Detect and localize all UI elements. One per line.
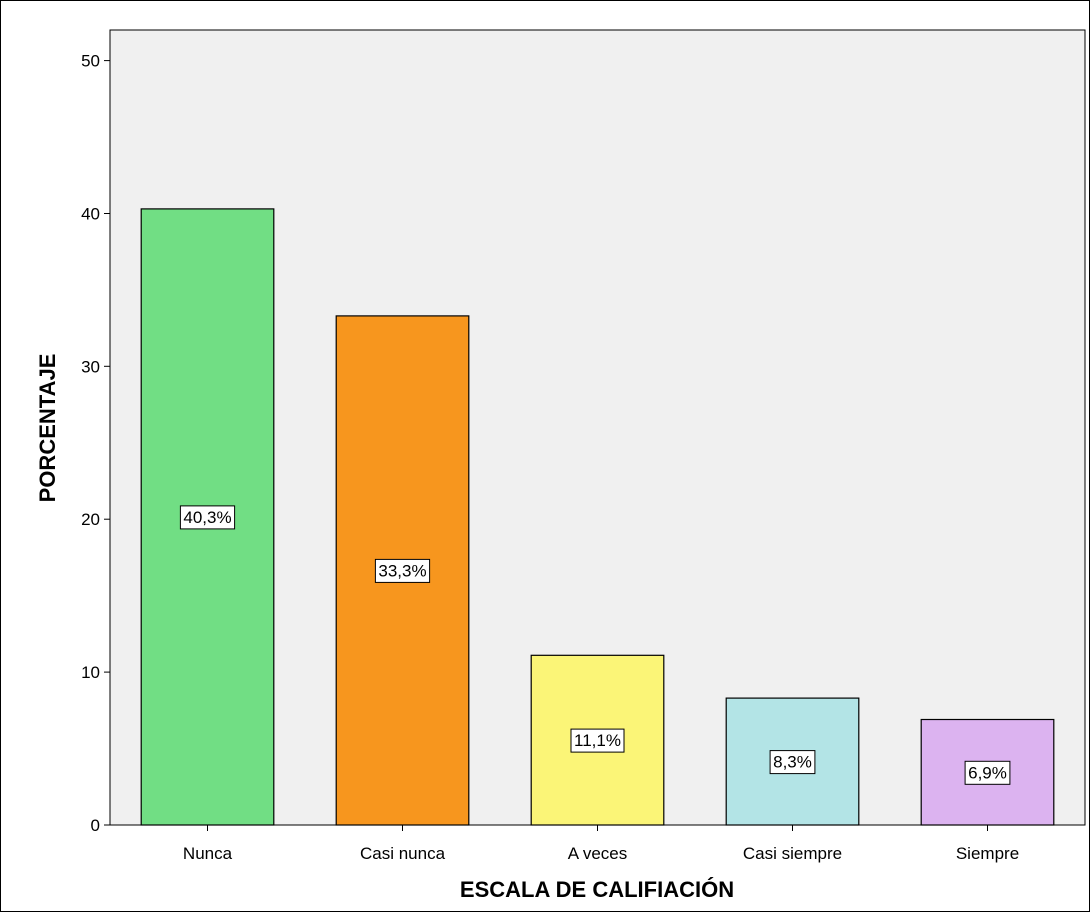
y-tick-label: 40 bbox=[81, 205, 100, 224]
x-axis-title: ESCALA DE CALIFIACIÓN bbox=[460, 877, 734, 902]
data-label-box bbox=[374, 558, 431, 583]
data-label-group: 33,3% bbox=[374, 558, 431, 583]
data-label-box bbox=[570, 728, 625, 753]
data-label: 11,1% bbox=[574, 731, 621, 750]
bars-group: 40,3% 33,3% 11,1% 8,3% 6,9% bbox=[140, 208, 1055, 826]
x-tick-label: Siempre bbox=[956, 844, 1019, 863]
y-axis-title: PORCENTAJE bbox=[35, 354, 60, 503]
data-label-group: 8,3% bbox=[769, 750, 816, 775]
data-label: 8,3% bbox=[773, 753, 812, 772]
data-label-group: 40,3% bbox=[179, 505, 236, 530]
data-label: 40,3% bbox=[183, 508, 231, 527]
data-label: 33,3% bbox=[378, 561, 426, 580]
y-tick-label: 0 bbox=[91, 816, 100, 835]
x-axis: Nunca Casi nunca A veces Casi siempre Siempr… bbox=[183, 825, 1019, 863]
data-label-box bbox=[179, 505, 236, 530]
data-label-box bbox=[964, 760, 1011, 785]
x-tick-label: A veces bbox=[568, 844, 628, 863]
data-label-group: 6,9% bbox=[964, 760, 1011, 785]
data-label-group: 11,1% bbox=[570, 728, 625, 753]
data-label: 6,9% bbox=[968, 763, 1007, 782]
y-tick-label: 20 bbox=[81, 510, 100, 529]
x-tick-label: Casi siempre bbox=[743, 844, 842, 863]
x-tick-label: Nunca bbox=[183, 844, 233, 863]
y-tick-label: 10 bbox=[81, 663, 100, 682]
x-tick-label: Casi nunca bbox=[360, 844, 446, 863]
data-label-box bbox=[769, 750, 816, 775]
y-tick-label: 50 bbox=[81, 52, 100, 71]
y-axis: 0 10 20 30 40 50 bbox=[81, 52, 110, 835]
y-tick-label: 30 bbox=[81, 357, 100, 376]
